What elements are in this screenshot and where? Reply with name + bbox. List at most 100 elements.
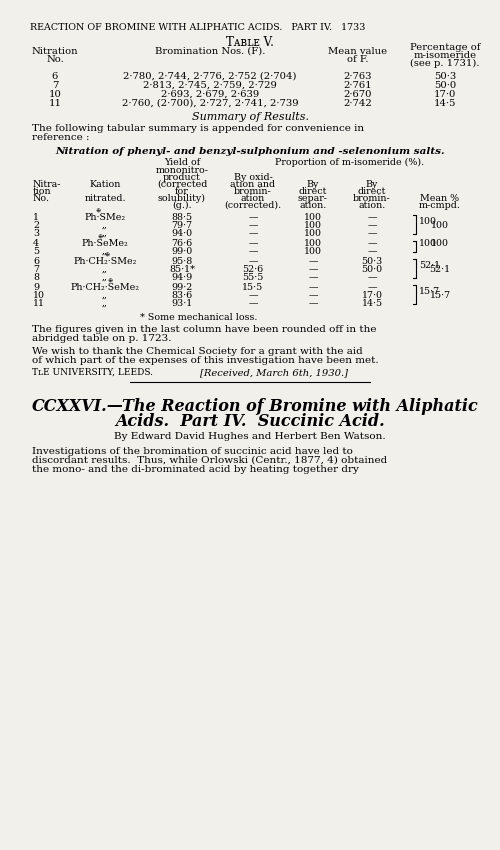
Text: (g.).: (g.). (172, 201, 192, 210)
Text: REACTION OF BROMINE WITH ALIPHATIC ACIDS.   PART IV.   1733: REACTION OF BROMINE WITH ALIPHATIC ACIDS… (30, 23, 366, 32)
Text: 7: 7 (52, 81, 58, 90)
Text: 6: 6 (33, 257, 39, 266)
Text: separ-: separ- (298, 194, 328, 203)
Text: —: — (248, 213, 258, 222)
Text: 100: 100 (419, 239, 437, 247)
Text: 2: 2 (33, 221, 39, 230)
Text: 2·763: 2·763 (344, 72, 372, 81)
Text: [Received, March 6th, 1930.]: [Received, March 6th, 1930.] (200, 368, 348, 377)
Text: By Edward David Hughes and Herbert Ben Watson.: By Edward David Hughes and Herbert Ben W… (114, 432, 386, 441)
Text: Acids.  Part IV.  Succinic Acid.: Acids. Part IV. Succinic Acid. (115, 413, 385, 430)
Text: 3: 3 (33, 229, 39, 238)
Text: —: — (248, 239, 258, 248)
Text: —: — (367, 273, 377, 282)
Text: 2·780, 2·744, 2·776, 2·752 (2·704): 2·780, 2·744, 2·776, 2·752 (2·704) (123, 72, 297, 81)
Text: 52·6: 52·6 (242, 265, 264, 274)
Text: 14·5: 14·5 (362, 299, 382, 308)
Text: 15·5: 15·5 (242, 283, 264, 292)
Text: 7: 7 (33, 265, 39, 274)
Text: 100: 100 (304, 229, 322, 238)
Text: bromin-: bromin- (353, 194, 391, 203)
Text: —: — (248, 221, 258, 230)
Text: —: — (308, 257, 318, 266)
Text: 50·0: 50·0 (434, 81, 456, 90)
Text: ation.: ation. (358, 201, 386, 210)
Text: —: — (367, 239, 377, 248)
Text: ation.: ation. (300, 201, 326, 210)
Text: direct: direct (299, 187, 327, 196)
Text: Investigations of the bromination of succinic acid have led to: Investigations of the bromination of suc… (32, 447, 353, 456)
Text: 10: 10 (48, 90, 62, 99)
Text: 100: 100 (304, 247, 322, 256)
Text: 88·5: 88·5 (172, 213, 192, 222)
Text: ,,: ,, (102, 229, 108, 238)
Text: (corrected: (corrected (157, 180, 207, 189)
Text: 8: 8 (33, 273, 39, 282)
Text: —: — (248, 299, 258, 308)
Text: Nitra-: Nitra- (33, 180, 62, 189)
Text: of F.: of F. (347, 55, 369, 64)
Text: 15·7: 15·7 (430, 291, 450, 300)
Text: —: — (308, 299, 318, 308)
Text: —: — (248, 291, 258, 300)
Text: 94·9: 94·9 (172, 273, 192, 282)
Text: 94·0: 94·0 (172, 229, 192, 238)
Text: Proportion of m-isomeride (%).: Proportion of m-isomeride (%). (275, 158, 424, 167)
Text: ,,: ,, (102, 291, 108, 300)
Text: 55·5: 55·5 (242, 273, 264, 282)
Text: —: — (367, 213, 377, 222)
Text: 99·0: 99·0 (172, 247, 192, 256)
Text: 95·8: 95·8 (172, 257, 192, 266)
Text: of which part of the expenses of this investigation have been met.: of which part of the expenses of this in… (32, 356, 379, 365)
Text: —: — (308, 283, 318, 292)
Text: —: — (248, 247, 258, 256)
Text: abridged table on p. 1723.: abridged table on p. 1723. (32, 334, 172, 343)
Text: (see p. 1731).: (see p. 1731). (410, 59, 480, 68)
Text: product: product (163, 173, 201, 182)
Text: —: — (308, 265, 318, 274)
Text: —: — (367, 221, 377, 230)
Text: 100: 100 (304, 239, 322, 248)
Text: Ph·SMe₂: Ph·SMe₂ (84, 213, 126, 222)
Text: ,,: ,, (102, 221, 108, 230)
Text: (corrected).: (corrected). (224, 201, 281, 210)
Text: 52·1: 52·1 (430, 265, 450, 274)
Text: 99·2: 99·2 (172, 283, 192, 292)
Text: solubility): solubility) (158, 194, 206, 203)
Text: 100: 100 (431, 221, 449, 230)
Text: ⊕: ⊕ (98, 234, 102, 239)
Text: Bromination Nos. (F).: Bromination Nos. (F). (155, 47, 265, 56)
Text: discordant results.  Thus, while Orlowski (Centr., 1877, 4) obtained: discordant results. Thus, while Orlowski… (32, 456, 387, 465)
Text: —: — (248, 257, 258, 266)
Text: bromin-: bromin- (234, 187, 272, 196)
Text: Percentage of: Percentage of (410, 43, 480, 52)
Text: direct: direct (358, 187, 386, 196)
Text: We wish to thank the Chemical Society for a grant with the aid: We wish to thank the Chemical Society fo… (32, 347, 363, 356)
Text: ,,: ,, (102, 299, 108, 308)
Text: 100: 100 (304, 213, 322, 222)
Text: —: — (367, 283, 377, 292)
Text: 50·0: 50·0 (362, 265, 382, 274)
Text: TʟE UNIVERSITY, LEEDS.: TʟE UNIVERSITY, LEEDS. (32, 368, 153, 377)
Text: 4: 4 (33, 239, 39, 248)
Text: 79·7: 79·7 (172, 221, 192, 230)
Text: —: — (308, 273, 318, 282)
Text: 15·7: 15·7 (419, 287, 440, 297)
Text: Summary of Results.: Summary of Results. (192, 112, 308, 122)
Text: ,,: ,, (102, 273, 108, 282)
Text: tion: tion (33, 187, 52, 196)
Text: the mono- and the di-brominated acid by heating together dry: the mono- and the di-brominated acid by … (32, 465, 359, 474)
Text: ation: ation (241, 194, 265, 203)
Text: 52·1: 52·1 (419, 260, 440, 269)
Text: 2·693, 2·679, 2·639: 2·693, 2·679, 2·639 (161, 90, 259, 99)
Text: 5: 5 (33, 247, 39, 256)
Text: 9: 9 (33, 283, 39, 292)
Text: Yield of: Yield of (164, 158, 200, 167)
Text: 50·3: 50·3 (434, 72, 456, 81)
Text: nitrated.: nitrated. (84, 194, 126, 203)
Text: The Reaction of Bromine with Aliphatic: The Reaction of Bromine with Aliphatic (122, 398, 478, 415)
Text: Ph·SeMe₂: Ph·SeMe₂ (82, 239, 128, 248)
Text: The figures given in the last column have been rounded off in the: The figures given in the last column hav… (32, 325, 376, 334)
Text: reference :: reference : (32, 133, 90, 142)
Text: —: — (367, 247, 377, 256)
